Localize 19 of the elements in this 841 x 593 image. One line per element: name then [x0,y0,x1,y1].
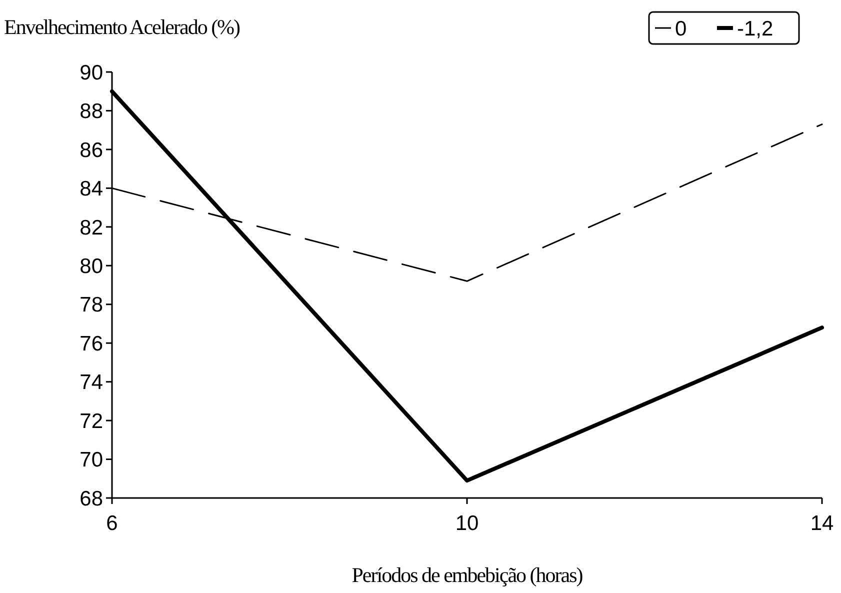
y-tick-label: 72 [80,410,103,433]
legend-label: 0 [675,17,687,40]
x-tick-label: 6 [106,512,118,535]
x-axis-title: Períodos de embebição (horas) [352,563,584,587]
y-tick-label: 90 [80,61,103,84]
y-tick-label: 76 [80,332,103,356]
y-tick-label: 74 [80,371,104,394]
y-tick-label: 88 [80,100,103,124]
y-tick-label: 78 [80,294,103,317]
y-tick-label: 70 [80,448,103,472]
y-tick-label: 68 [80,487,103,510]
y-tick-label: 86 [80,138,103,162]
y-axis-title: Envelhecimento Acelerado (%) [4,15,241,39]
x-tick-label: 10 [455,512,479,535]
y-tick-label: 80 [80,254,103,278]
y-tick-label: 82 [80,216,103,240]
x-tick-label: 14 [810,512,834,535]
legend-label: -1,2 [737,17,774,40]
y-tick-label: 84 [80,178,104,201]
